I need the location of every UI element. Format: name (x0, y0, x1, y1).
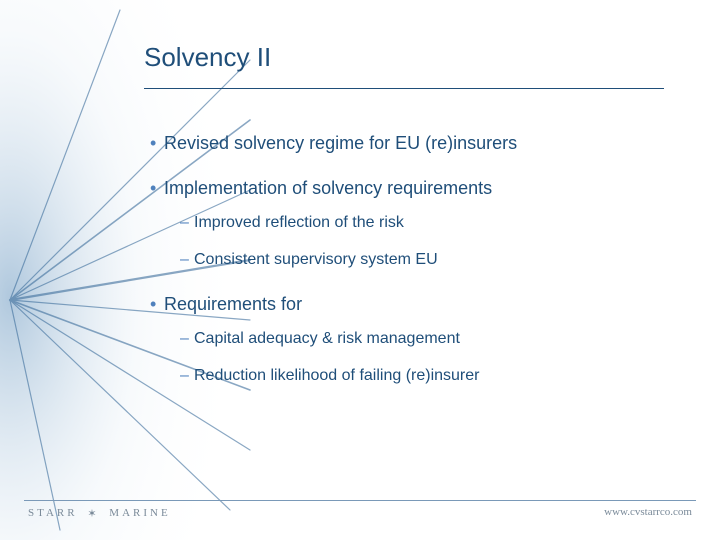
subbullet-marker-icon: – (180, 329, 194, 350)
bullet-marker-icon: • (150, 177, 164, 200)
footer: STARR ✶ MARINE www.cvstarrco.com (0, 500, 720, 528)
subbullet-text: Improved reflection of the risk (194, 214, 404, 231)
footer-url: www.cvstarrco.com (604, 506, 692, 518)
bullet-level2: –Consistent supervisory system EU (180, 250, 660, 271)
bullet-text: Revised solvency regime for EU (re)insur… (164, 133, 517, 153)
subbullet-marker-icon: – (180, 250, 194, 271)
footer-brand-part1: STARR (28, 507, 78, 519)
bullet-level2: –Capital adequacy & risk management (180, 329, 660, 350)
bullet-level2: –Reduction likelihood of failing (re)ins… (180, 366, 660, 387)
subbullet-text: Capital adequacy & risk management (194, 330, 460, 347)
bullet-marker-icon: • (150, 293, 164, 316)
bullet-level1: •Revised solvency regime for EU (re)insu… (150, 132, 660, 155)
bullet-level2: –Improved reflection of the risk (180, 213, 660, 234)
content-area: •Revised solvency regime for EU (re)insu… (150, 132, 660, 387)
bullet-level1: •Implementation of solvency requirements (150, 177, 660, 200)
bullet-level1: •Requirements for (150, 293, 660, 316)
brand-star-icon: ✶ (87, 507, 99, 520)
footer-brand: STARR ✶ MARINE (28, 506, 171, 519)
title-underline (144, 88, 664, 89)
footer-brand-part2: MARINE (109, 507, 170, 519)
bullet-marker-icon: • (150, 132, 164, 155)
slide-title: Solvency II (144, 42, 271, 73)
bullet-text: Implementation of solvency requirements (164, 178, 492, 198)
subbullet-marker-icon: – (180, 366, 194, 387)
subbullet-text: Consistent supervisory system EU (194, 251, 438, 268)
bullet-text: Requirements for (164, 294, 302, 314)
subbullet-marker-icon: – (180, 213, 194, 234)
slide: Solvency II •Revised solvency regime for… (0, 0, 720, 540)
subbullet-text: Reduction likelihood of failing (re)insu… (194, 367, 479, 384)
footer-rule (24, 500, 696, 501)
